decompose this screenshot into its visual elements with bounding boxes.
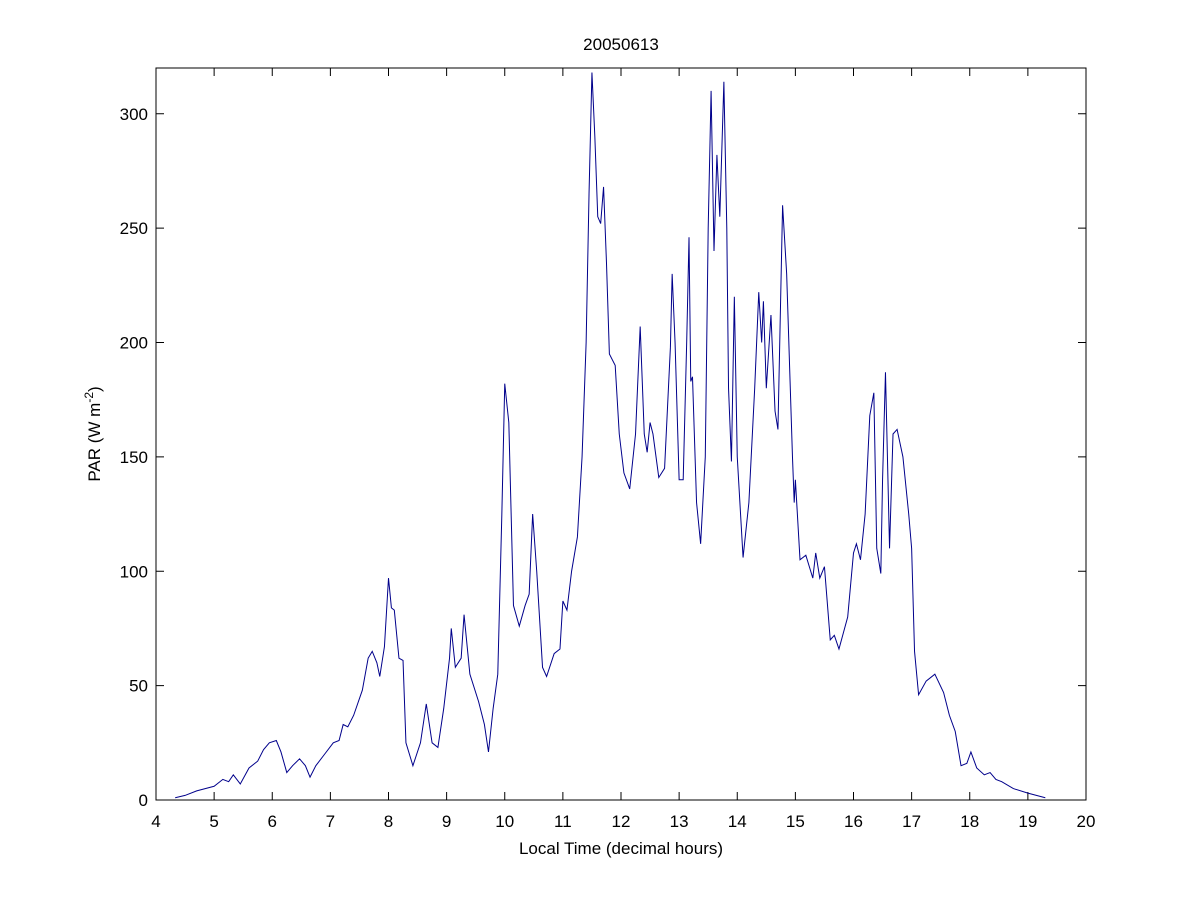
- x-tick-label: 8: [384, 812, 393, 831]
- y-tick-label: 250: [120, 219, 148, 238]
- x-tick-label: 15: [786, 812, 805, 831]
- y-tick-label: 0: [139, 791, 148, 810]
- x-tick-label: 6: [268, 812, 277, 831]
- y-tick-label: 200: [120, 334, 148, 353]
- plot-frame: [155, 67, 1087, 801]
- x-tick-label: 13: [670, 812, 689, 831]
- y-tick-label: 150: [120, 448, 148, 467]
- x-tick-label: 12: [612, 812, 631, 831]
- y-axis-label-text: PAR (W m: [85, 403, 104, 482]
- y-tick-label: 300: [120, 105, 148, 124]
- x-tick-label: 5: [209, 812, 218, 831]
- x-axis-label: Local Time (decimal hours): [519, 839, 723, 858]
- x-tick-label: 11: [554, 812, 572, 831]
- y-axis-label-sup: -2: [82, 392, 96, 403]
- chart-title: 20050613: [583, 35, 659, 54]
- x-tick-label: 20: [1077, 812, 1096, 831]
- x-tick-label: 16: [844, 812, 863, 831]
- x-tick-label: 19: [1018, 812, 1037, 831]
- x-tick-label: 7: [326, 812, 335, 831]
- x-tick-label: 14: [728, 812, 747, 831]
- y-axis-label: PAR (W m-2): [82, 386, 104, 481]
- y-axis-label-end: ): [85, 386, 104, 392]
- x-tick-label: 18: [960, 812, 979, 831]
- x-tick-label: 9: [442, 812, 451, 831]
- x-tick-label: 4: [151, 812, 160, 831]
- y-tick-label: 100: [120, 562, 148, 581]
- x-tick-label: 10: [495, 812, 514, 831]
- x-tick-label: 17: [902, 812, 921, 831]
- data-line: [175, 72, 1046, 799]
- y-tick-label: 50: [129, 677, 148, 696]
